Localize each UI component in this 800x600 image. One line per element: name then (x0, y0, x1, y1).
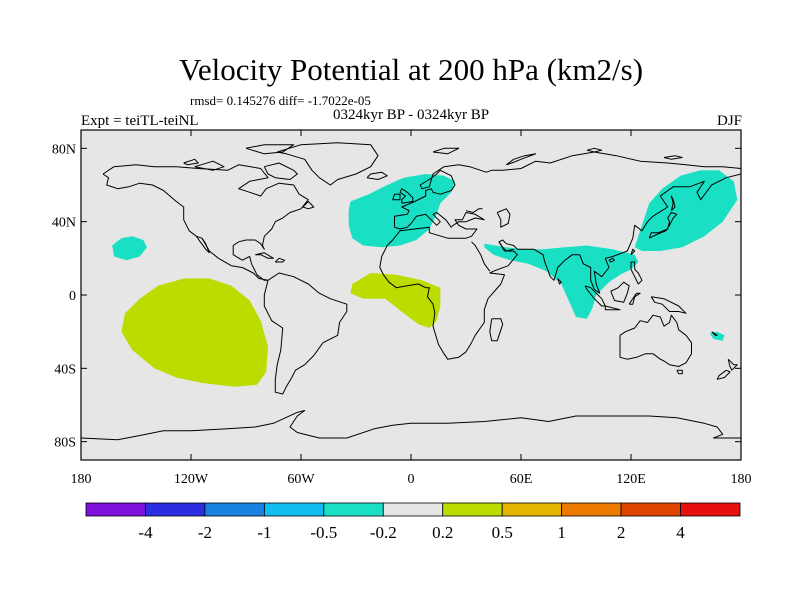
coastline-severnaya-zemlya (586, 147, 603, 153)
colorbar-label: 0.2 (432, 523, 453, 542)
colorbar-box (263, 502, 325, 517)
coastlines (80, 142, 742, 441)
coastline-new-siberian (663, 155, 683, 160)
coastline-black-sea-north (465, 208, 483, 213)
x-axis-ticks: 180 120W 60W 0 60E 120E 180 (71, 130, 752, 487)
season-label: DJF (717, 113, 742, 129)
coastline-caspian (496, 208, 511, 228)
y-tick-label: 80N (52, 142, 76, 157)
stats-line: rmsd= 0.145276 diff= -1.7022e-05 (190, 93, 371, 108)
region-west-pacific-japan-negative (634, 170, 738, 251)
colorbar-label: -2 (198, 523, 212, 542)
coastline-ireland (392, 193, 401, 201)
period-label: 0324kyr BP - 0324kyr BP (333, 107, 489, 123)
y-tick-label: 40N (52, 216, 76, 231)
x-tick-label: 120E (616, 472, 646, 487)
coastline-sulawesi (628, 292, 641, 305)
colorbar-label: -0.2 (370, 523, 397, 542)
coastline-taiwan (630, 248, 636, 256)
x-tick-label: 180 (731, 472, 752, 487)
colorbar-label: 0.5 (492, 523, 513, 542)
coastline-borneo (610, 281, 630, 303)
colorbar-label: -0.5 (310, 523, 337, 542)
colorbar-box (323, 502, 384, 517)
y-tick-label: 0 (69, 289, 76, 304)
colorbar-box (620, 502, 681, 517)
coastline-philippines (630, 261, 643, 285)
colorbar-box (145, 502, 206, 517)
coastline-hainan (608, 257, 615, 263)
colorbar-box (442, 502, 503, 517)
region-east-pacific-positive (121, 278, 268, 387)
region-asia-indian-ocean-negative (484, 243, 639, 319)
coastline-antarctica (80, 410, 741, 441)
coastline-nz-north (727, 358, 738, 371)
coastline-java (604, 305, 621, 311)
coastline-new-caledonia (711, 331, 718, 336)
coastline-nz-south (716, 369, 731, 380)
x-tick-label: 60W (287, 472, 315, 487)
coastline-great-britain (399, 188, 414, 204)
coastline-sri-lanka (557, 278, 562, 285)
coastline-baffin (263, 162, 298, 180)
coastline-japan (648, 212, 678, 239)
coastline-cuba (255, 252, 274, 259)
colorbar-box (204, 502, 265, 517)
coastline-greenland (277, 142, 379, 186)
coastline-banks-island (183, 158, 199, 166)
coastline-arabia-east (498, 241, 514, 252)
contour-regions (112, 170, 738, 387)
coastline-victoria-island (194, 160, 225, 171)
colorbar-box (85, 502, 146, 517)
coastline-new-guinea (650, 296, 687, 314)
y-tick-label: 80S (54, 436, 76, 451)
region-north-pacific-small-negative (112, 236, 147, 261)
colorbar-label: 2 (617, 523, 626, 542)
coastline-australia (619, 314, 692, 367)
figure-title: Velocity Potential at 200 hPa (km2/s) (179, 52, 643, 87)
y-axis-ticks: 80N 40N 0 40S 80S (52, 142, 741, 451)
region-tropical-atlantic-positive (350, 273, 441, 328)
coastline-hispaniola (274, 257, 285, 263)
y-tick-label: 40S (54, 362, 76, 377)
x-tick-label: 180 (71, 472, 92, 487)
coastline-madagascar (489, 318, 504, 342)
x-tick-label: 0 (408, 472, 415, 487)
coastline-red-sea (471, 241, 491, 272)
coastline-novaya-zemlya (506, 153, 537, 166)
coastline-south-america (263, 272, 348, 395)
colorbar-label: -1 (257, 523, 271, 542)
colorbar-box (382, 502, 444, 517)
x-tick-label: 120W (174, 472, 209, 487)
coastline-tasmania (676, 369, 683, 375)
x-tick-label: 60E (510, 472, 533, 487)
coastline-ellesmere (245, 144, 295, 155)
colorbar-label: -4 (138, 523, 153, 542)
colorbar-box (680, 502, 741, 517)
coastline-svalbard (432, 147, 460, 155)
coastline-iceland (366, 171, 388, 180)
colorbar: -4 -2 -1 -0.5 -0.2 0.2 0.5 1 2 4 (85, 502, 741, 542)
colorbar-box (501, 502, 563, 517)
coastline-newfoundland (302, 201, 315, 210)
coastline-eurasia-africa (379, 151, 742, 360)
region-north-atlantic-europe-negative (348, 174, 455, 248)
coastline-north-america (102, 164, 309, 281)
colorbar-label: 4 (676, 523, 685, 542)
coastline-baja (196, 236, 210, 254)
coastline-sumatra (584, 285, 606, 307)
colorbar-box (561, 502, 622, 517)
map-panel: 180 120W 60W 0 60E 120E 180 80N 40N 0 40S 80S (52, 129, 752, 487)
coastline-sakhalin (670, 195, 676, 212)
experiment-label: Expt = teiTL-teiNL (81, 113, 199, 129)
colorbar-label: 1 (557, 523, 566, 542)
